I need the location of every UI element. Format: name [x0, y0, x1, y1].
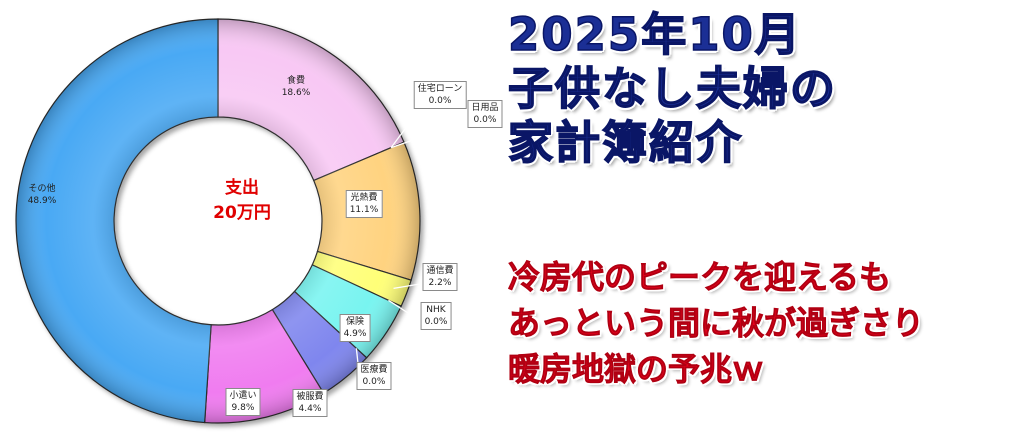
slice-label-name: 住宅ローン	[417, 84, 463, 94]
slice-label-name: 食費	[286, 76, 305, 86]
donut-slice-10	[15, 18, 219, 424]
slice-label-value: 9.8%	[231, 403, 255, 413]
donut-center-label: 支出 20万円	[200, 176, 284, 226]
slice-label-9: 小遣い 9.8%	[225, 388, 261, 416]
slice-label-7: 医療費 0.0%	[356, 362, 392, 390]
leader-line-4	[393, 282, 427, 289]
slice-label-3: 光熱費 11.1%	[345, 190, 383, 218]
slice-label-value: 4.9%	[343, 329, 367, 339]
headline-line-1: 2025年10月	[507, 7, 802, 62]
slice-label-value: 0.0%	[428, 96, 452, 106]
leader-line-2	[390, 119, 472, 149]
slice-label-value: 0.0%	[424, 317, 448, 327]
slice-label-name: 光熱費	[350, 193, 378, 203]
center-label-line-2: 20万円	[213, 203, 271, 223]
slice-label-name: 被服費	[296, 392, 324, 402]
slice-label-2: 日用品 0.0%	[467, 100, 503, 128]
headline-line-3: 家計簿紹介	[507, 115, 744, 170]
subheadline-line-1: 冷房代のピークを迎えるも	[508, 258, 892, 297]
slice-label-value: 11.1%	[349, 205, 379, 215]
slice-label-1: 住宅ローン 0.0%	[413, 81, 467, 109]
slice-label-value: 4.4%	[298, 404, 322, 414]
center-label-line-1: 支出	[225, 178, 259, 198]
slice-label-value: 2.2%	[428, 278, 452, 288]
slice-label-name: 保険	[345, 317, 364, 327]
slice-label-name: NHK	[426, 305, 446, 315]
slice-label-10: その他 48.9%	[28, 183, 57, 207]
slice-label-4: 通信費 2.2%	[422, 263, 458, 291]
slice-label-value: 0.0%	[362, 377, 386, 387]
slice-label-5: NHK 0.0%	[420, 302, 452, 330]
headline-line-2: 子供なし夫婦の	[507, 61, 838, 116]
subheadline-line-2: あっという間に秋が過ぎさり	[508, 304, 925, 343]
headline: 2025年10月 子供なし夫婦の 家計簿紹介	[507, 7, 838, 170]
slice-label-0: 食費 18.6%	[282, 75, 311, 99]
slice-label-value: 48.9%	[27, 196, 57, 206]
leader-line-5	[388, 299, 423, 323]
slice-label-6: 保険 4.9%	[339, 314, 371, 342]
donut-chart: 食費 18.6% 住宅ローン 0.0% 日用品 0.0% 光熱費 11.1% 通信費 2.2% NH…	[0, 0, 503, 446]
slice-label-name: その他	[28, 184, 56, 194]
slice-label-name: 小遣い	[229, 391, 257, 401]
slice-label-name: 通信費	[426, 266, 454, 276]
slice-label-value: 0.0%	[473, 115, 497, 125]
subheadline-line-3: 暖房地獄の予兆ｗ	[508, 350, 765, 389]
slice-label-value: 18.6%	[281, 88, 311, 98]
slice-label-name: 医療費	[360, 365, 388, 375]
slice-label-name: 日用品	[471, 103, 499, 113]
subheadline: 冷房代のピークを迎えるも あっという間に秋が過ぎさり 暖房地獄の予兆ｗ	[508, 254, 925, 392]
slice-label-8: 被服費 4.4%	[292, 389, 328, 417]
